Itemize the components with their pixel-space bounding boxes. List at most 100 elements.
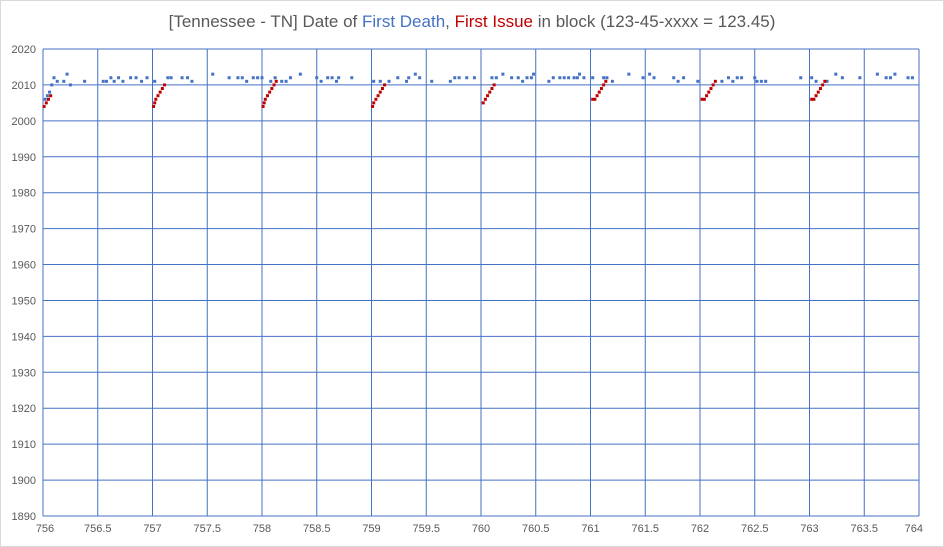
first-death-point <box>140 79 144 83</box>
first-death-point <box>153 79 157 83</box>
first-issue-point <box>707 90 711 94</box>
first-issue-point <box>711 83 715 87</box>
first-issue-point <box>153 101 157 105</box>
first-issue-point <box>488 90 492 94</box>
first-death-point <box>575 76 579 80</box>
first-death-point <box>735 76 739 80</box>
first-death-point <box>910 76 914 80</box>
first-issue-point <box>814 94 818 98</box>
first-death-point <box>55 79 59 83</box>
first-death-point <box>755 79 759 83</box>
first-death-point <box>501 72 505 76</box>
y-tick-label: 1910 <box>12 439 36 451</box>
first-death-point <box>582 76 586 80</box>
first-death-point <box>284 79 288 83</box>
first-issue-point <box>597 90 601 94</box>
first-death-point <box>676 79 680 83</box>
first-death-point <box>372 79 376 83</box>
first-issue-point <box>602 83 606 87</box>
first-issue-point <box>823 79 827 83</box>
first-death-point <box>260 76 264 80</box>
first-death-point <box>405 79 409 83</box>
first-death-point <box>726 76 730 80</box>
first-death-point <box>83 79 87 83</box>
first-issue-point <box>158 90 162 94</box>
x-tick-label: 757.5 <box>193 523 221 535</box>
first-death-point <box>731 79 735 83</box>
first-issue-point <box>376 94 380 98</box>
first-issue-point <box>274 79 278 83</box>
first-death-point <box>101 79 105 83</box>
first-death-point <box>453 76 457 80</box>
first-death-point <box>672 76 676 80</box>
first-issue-point <box>812 97 816 101</box>
first-death-point <box>605 76 609 80</box>
x-tick-label: 763.5 <box>850 523 878 535</box>
title-sep: , <box>445 12 455 31</box>
x-tick-label: 761 <box>581 523 599 535</box>
first-death-point <box>567 76 571 80</box>
first-death-point <box>288 76 292 80</box>
first-death-point <box>799 76 803 80</box>
first-issue-point <box>705 94 709 98</box>
first-issue-point <box>46 97 50 101</box>
first-issue-point <box>374 97 378 101</box>
first-death-point <box>50 83 54 87</box>
first-death-point <box>652 76 656 80</box>
first-death-point <box>326 76 330 80</box>
first-death-point <box>591 76 595 80</box>
x-tick-label: 757 <box>143 523 161 535</box>
y-tick-label: 2010 <box>12 80 36 92</box>
first-death-point <box>648 72 652 76</box>
first-issue-point <box>154 97 158 101</box>
first-death-point <box>227 76 231 80</box>
first-issue-point <box>599 87 603 91</box>
first-issue-point <box>263 97 267 101</box>
y-tick-label: 1960 <box>12 260 36 272</box>
chart-title: [Tennessee - TN] Date of First Death, Fi… <box>0 12 944 32</box>
first-death-point <box>884 76 888 80</box>
first-death-point <box>457 76 461 80</box>
x-tick-label: 763 <box>800 523 818 535</box>
first-issue-point <box>380 87 384 91</box>
y-axis-ticks: 2020 2010 2000 1990 1980 1970 1960 1950 1940 1930… <box>12 44 36 523</box>
y-tick-label: 1920 <box>12 403 36 415</box>
first-issue-point <box>713 79 717 83</box>
grid-lines <box>42 48 920 517</box>
first-death-point <box>825 79 829 83</box>
first-issue-point <box>372 101 376 105</box>
first-death-point <box>129 76 133 80</box>
first-death-point <box>889 76 893 80</box>
first-death-point <box>407 76 411 80</box>
first-death-point <box>641 76 645 80</box>
first-death-point <box>112 79 116 83</box>
first-issue-point <box>595 94 599 98</box>
first-issue-point <box>810 97 814 101</box>
first-death-point <box>134 76 138 80</box>
first-death-point <box>875 72 879 76</box>
first-death-point <box>516 76 520 80</box>
first-death-point <box>610 79 614 83</box>
first-issue-point <box>261 104 265 108</box>
first-death-point <box>906 76 910 80</box>
first-death-point <box>764 79 768 83</box>
x-tick-label: 762 <box>691 523 709 535</box>
x-tick-label: 762.5 <box>741 523 769 535</box>
first-death-point <box>350 76 354 80</box>
first-issue-point <box>483 97 487 101</box>
first-death-point <box>211 72 215 76</box>
first-death-point <box>52 76 56 80</box>
first-death-point <box>180 76 184 80</box>
first-death-point <box>448 79 452 83</box>
first-death-point <box>240 76 244 80</box>
first-death-point <box>720 79 724 83</box>
first-death-point <box>532 72 536 76</box>
first-issue-point <box>492 83 496 87</box>
first-issue-point <box>152 104 156 108</box>
title-first-issue: First Issue <box>454 12 534 31</box>
y-tick-label: 1990 <box>12 152 36 164</box>
first-death-point <box>45 94 49 98</box>
first-death-point <box>696 79 700 83</box>
first-death-point <box>558 76 562 80</box>
